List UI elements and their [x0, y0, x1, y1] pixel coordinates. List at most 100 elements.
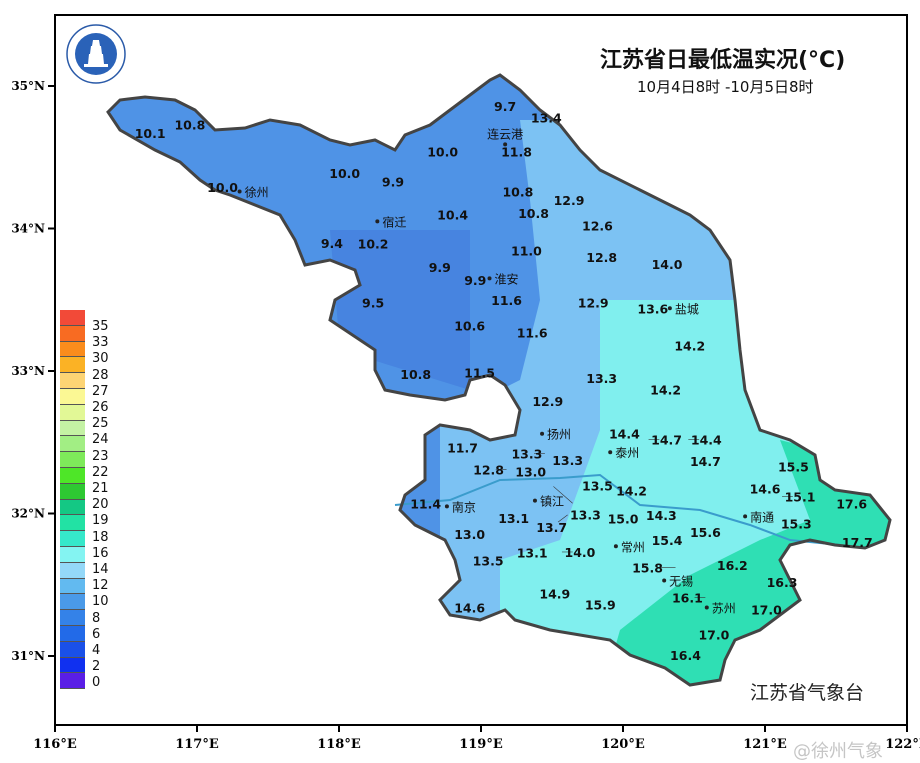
city-label: 宿迁 [382, 214, 406, 229]
station-value: 9.7 [494, 99, 516, 114]
legend-bin [60, 562, 85, 579]
legend-label: 16 [92, 545, 109, 561]
station-value: 15.3 [781, 516, 812, 531]
station-value: 9.9 [429, 260, 451, 275]
city-label: 南通 [750, 509, 774, 524]
leader-line [557, 514, 568, 523]
legend-bin [60, 436, 85, 453]
city-dot [532, 498, 537, 503]
station-value: 13.3 [552, 453, 583, 468]
legend-label: 24 [92, 432, 109, 448]
color-legend [60, 310, 85, 690]
lat-tick-label: 35°N [11, 79, 45, 93]
city-dot [704, 605, 709, 610]
station-value: 17.6 [836, 497, 867, 512]
station-value: 11.7 [447, 440, 478, 455]
pagoda-seal-logo [66, 24, 126, 84]
city-label: 盐城 [675, 302, 699, 316]
city-dot [613, 544, 618, 549]
station-value: 12.9 [554, 193, 585, 208]
time-range: 10月4日8时 -10月5日8时 [637, 78, 814, 96]
city-dot [743, 514, 748, 519]
legend-bin [60, 310, 85, 326]
legend-bin [60, 641, 85, 658]
station-value: 14.2 [616, 484, 647, 499]
watermark: @徐州气象 [793, 741, 883, 762]
legend-bin [60, 578, 85, 595]
legend-bin [60, 531, 85, 547]
station-value: 12.6 [582, 219, 613, 234]
legend-label: 2 [92, 659, 101, 675]
station-value: 14.7 [690, 454, 721, 469]
lon-tick-label: 116°E [33, 737, 77, 752]
city-label: 苏州 [712, 602, 736, 616]
station-value: 14.0 [565, 545, 596, 560]
city-label: 无锡 [669, 573, 693, 588]
station-value: 14.9 [539, 586, 570, 601]
station-value: 10.0 [427, 145, 458, 160]
station-value: 13.7 [536, 520, 567, 535]
station-value: 13.4 [531, 110, 562, 125]
station-value: 17.0 [698, 628, 729, 643]
station-value: 16.2 [717, 558, 748, 573]
station-value: 9.9 [382, 174, 404, 189]
legend-label: 8 [92, 610, 101, 626]
city-dot [503, 142, 508, 147]
legend-bin [60, 594, 85, 611]
station-value: 10.0 [329, 166, 360, 181]
legend-label: 23 [92, 448, 109, 464]
station-value: 13.0 [454, 527, 485, 542]
station-value: 15.5 [778, 459, 809, 474]
legend-bin [60, 373, 85, 389]
station-value: 15.4 [652, 533, 683, 548]
city-label: 南京 [452, 499, 476, 514]
station-value: 13.6 [637, 301, 668, 316]
station-value: 14.0 [652, 257, 683, 272]
station-value: 16.3 [767, 575, 798, 590]
station-value: 15.8 [632, 561, 663, 576]
city-dot [667, 306, 672, 311]
legend-bin [60, 420, 85, 437]
station-value: 16.1 [672, 591, 703, 606]
station-value: 13.5 [582, 479, 613, 494]
station-value: 11.5 [464, 365, 495, 380]
legend-label: 12 [92, 578, 109, 594]
legend-bin [60, 499, 85, 516]
legend-label: 0 [92, 675, 101, 691]
station-value: 16.4 [670, 648, 701, 663]
station-value: 11.6 [491, 293, 522, 308]
legend-label: 35 [92, 319, 109, 334]
station-value: 10.8 [400, 367, 431, 382]
lon-tick-label: 121°E [743, 737, 787, 752]
city-label: 常州 [621, 540, 645, 554]
city-label: 扬州 [547, 427, 571, 442]
legend-label: 33 [92, 335, 109, 351]
legend-bin [60, 657, 85, 674]
legend-bin [60, 388, 85, 405]
station-value: 15.1 [785, 489, 816, 504]
lat-tick-label: 34°N [11, 222, 45, 236]
city-dot [444, 504, 449, 509]
lat-tick-label: 32°N [11, 507, 45, 521]
legend-label: 26 [92, 400, 109, 415]
station-value: 13.3 [586, 371, 617, 386]
legend-bin [60, 404, 85, 421]
lon-tick-label: 118°E [317, 737, 361, 752]
legend-bin [60, 515, 85, 532]
station-value: 11.6 [517, 326, 548, 341]
city-dot [608, 450, 613, 455]
lon-tick-label: 119°E [459, 737, 503, 752]
station-value: 17.0 [751, 603, 782, 618]
legend-bin [60, 341, 85, 358]
station-value: 10.6 [454, 318, 485, 333]
station-value: 12.9 [532, 394, 563, 409]
station-value: 11.8 [501, 145, 532, 160]
lon-tick-label: 117°E [175, 737, 219, 752]
station-value: 13.3 [511, 447, 542, 462]
legend-label: 27 [92, 383, 109, 399]
station-value: 17.7 [842, 535, 873, 550]
yangtze-river [394, 473, 841, 546]
station-value: 15.9 [585, 598, 616, 613]
